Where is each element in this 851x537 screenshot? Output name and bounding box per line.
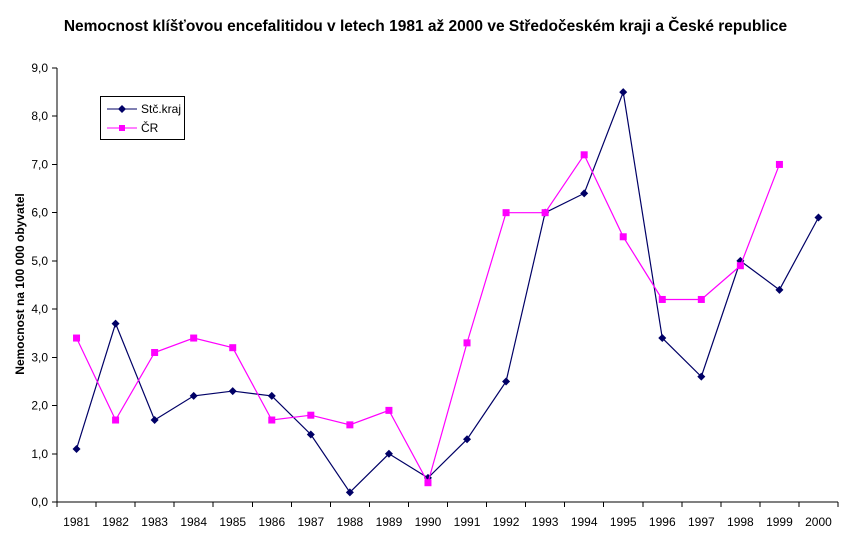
chart-title: Nemocnost klíšťovou encefalitidou v lete…: [63, 18, 788, 35]
series-stc-kraj: [72, 88, 823, 497]
data-point: [502, 209, 510, 217]
x-tick-label: 1998: [727, 515, 754, 529]
data-point: [658, 334, 667, 343]
x-tick-label: 1992: [493, 515, 520, 529]
data-point: [814, 213, 823, 222]
data-point: [463, 435, 472, 444]
x-tick-label: 1989: [376, 515, 403, 529]
data-point: [775, 160, 783, 168]
y-tick-label: 5,0: [31, 254, 48, 268]
series-cr: [73, 151, 783, 487]
data-point: [346, 421, 354, 429]
x-tick-label: 1982: [102, 515, 129, 529]
data-point: [775, 285, 784, 294]
data-point: [151, 349, 159, 357]
data-point: [73, 334, 81, 342]
data-point: [150, 416, 159, 425]
data-point: [345, 488, 354, 497]
x-tick-label: 1988: [337, 515, 364, 529]
data-point: [502, 377, 511, 386]
data-point: [72, 444, 81, 453]
series-layer: [72, 88, 823, 497]
legend-label-stc: Stč.kraj: [141, 102, 182, 116]
legend-swatch-cr: [107, 125, 137, 131]
y-tick-label: 2,0: [31, 399, 48, 413]
x-tick-label: 1983: [141, 515, 168, 529]
data-point: [580, 151, 588, 159]
x-tick-label: 1987: [297, 515, 324, 529]
data-point: [306, 430, 315, 439]
legend-label-cr: ČR: [141, 121, 159, 135]
x-tick-label: 1994: [571, 515, 598, 529]
data-point: [268, 416, 276, 424]
x-tick-label: 1985: [219, 515, 246, 529]
y-tick-label: 8,0: [31, 109, 48, 123]
data-point: [189, 391, 198, 400]
y-tick-label: 0,0: [31, 495, 48, 509]
data-point: [697, 372, 706, 381]
y-tick-label: 3,0: [31, 350, 48, 364]
x-tick-label: 1991: [454, 515, 481, 529]
x-tick-label: 1990: [415, 515, 442, 529]
y-tick-label: 6,0: [31, 206, 48, 220]
x-tick-label: 1984: [180, 515, 207, 529]
data-point: [736, 262, 744, 270]
y-ticks: 0,0 1,0 2,0 3,0 4,0 5,0 6,0 7,0 8,0 9,0: [31, 61, 57, 509]
data-point: [384, 449, 393, 458]
x-tick-label: 1997: [688, 515, 715, 529]
data-point: [541, 209, 549, 217]
x-tick-label: 1996: [649, 515, 676, 529]
y-tick-label: 7,0: [31, 157, 48, 171]
legend-item-cr: ČR: [107, 120, 158, 136]
data-point: [385, 406, 393, 414]
legend: Stč.kraj ČR: [100, 96, 185, 140]
y-tick-label: 1,0: [31, 447, 48, 461]
y-tick-label: 4,0: [31, 302, 48, 316]
data-point: [424, 479, 432, 487]
series-line: [75, 153, 780, 485]
data-point: [112, 416, 120, 424]
data-point: [307, 411, 315, 419]
x-tick-label: 1999: [766, 515, 793, 529]
data-point: [580, 189, 589, 198]
data-point: [658, 295, 666, 303]
legend-swatch-stc: [107, 105, 137, 113]
data-point: [229, 344, 237, 352]
data-point: [619, 88, 628, 97]
x-tick-label: 1981: [63, 515, 90, 529]
x-tick-label: 2000: [805, 515, 832, 529]
y-tick-label: 9,0: [31, 61, 48, 75]
data-point: [463, 339, 471, 347]
data-point: [228, 387, 237, 396]
legend-item-stc: Stč.kraj: [107, 101, 181, 117]
x-ticks: 1981 1982 1983 1984 1985 1986 1987 1988 1989 1990…: [56, 502, 839, 529]
data-point: [111, 319, 120, 328]
data-point: [697, 295, 705, 303]
x-tick-label: 1995: [610, 515, 637, 529]
series-line: [75, 89, 820, 494]
data-point: [267, 391, 276, 400]
data-point: [619, 233, 627, 241]
data-point: [190, 334, 198, 342]
x-tick-label: 1986: [258, 515, 285, 529]
x-tick-label: 1993: [532, 515, 559, 529]
